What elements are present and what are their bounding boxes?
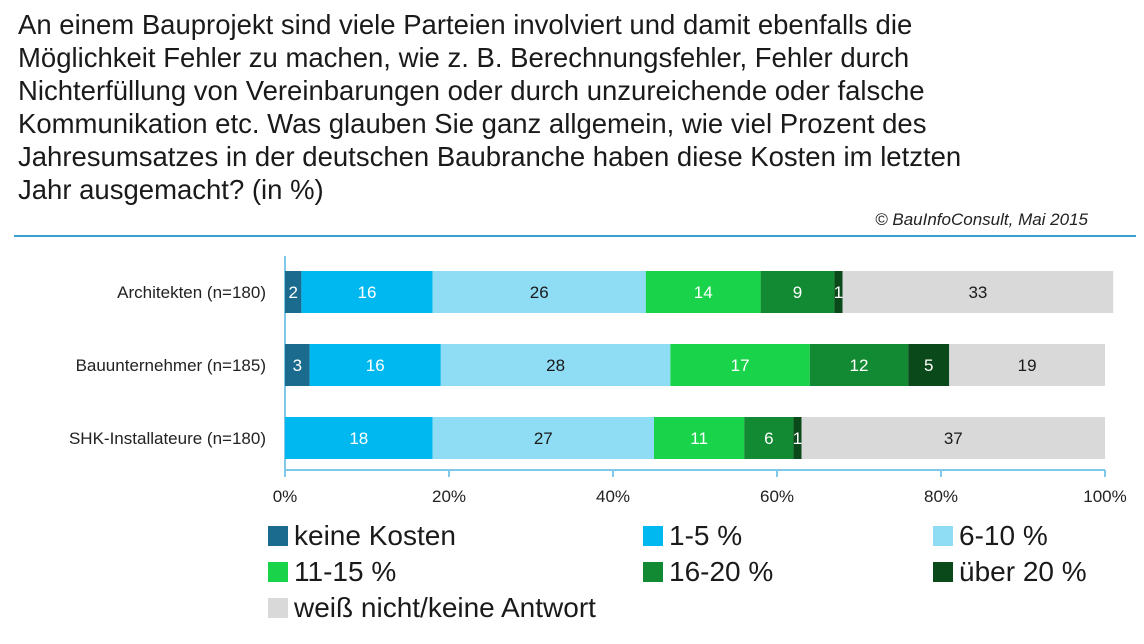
legend-swatch bbox=[643, 526, 663, 546]
x-tick-label: 80% bbox=[924, 487, 958, 506]
data-label: 9 bbox=[793, 283, 802, 302]
x-tick-label: 60% bbox=[760, 487, 794, 506]
x-tick-label: 0% bbox=[273, 487, 298, 506]
category-label: Architekten (n=180) bbox=[117, 283, 266, 302]
bar-segment bbox=[285, 271, 302, 313]
data-label: 6 bbox=[764, 429, 773, 448]
x-tick-label: 100% bbox=[1083, 487, 1126, 506]
copyright-note: © BauInfoConsult, Mai 2015 bbox=[875, 210, 1088, 229]
legend-swatch bbox=[268, 526, 288, 546]
bar-segment bbox=[432, 417, 654, 459]
data-label: 27 bbox=[534, 429, 553, 448]
bar-segment bbox=[301, 271, 433, 313]
data-label: 3 bbox=[293, 356, 302, 375]
legend-swatch bbox=[643, 562, 663, 582]
data-label: 12 bbox=[850, 356, 869, 375]
bar-segment bbox=[801, 417, 1105, 459]
data-label: 19 bbox=[1018, 356, 1037, 375]
data-label: 2 bbox=[288, 283, 297, 302]
legend-label: weiß nicht/keine Antwort bbox=[294, 592, 596, 623]
data-label: 37 bbox=[944, 429, 963, 448]
data-label: 1 bbox=[793, 429, 802, 448]
legend-item: 6-10 % bbox=[933, 520, 1048, 552]
legend-item: 11-15 % bbox=[268, 556, 396, 588]
data-label: 26 bbox=[530, 283, 549, 302]
bar-segment bbox=[793, 417, 802, 459]
bar-segment bbox=[908, 344, 950, 386]
legend-swatch bbox=[268, 598, 288, 618]
legend-swatch bbox=[933, 526, 953, 546]
x-tick-label: 40% bbox=[596, 487, 630, 506]
bar-segment bbox=[309, 344, 441, 386]
data-label: 14 bbox=[694, 283, 713, 302]
bar-segment bbox=[834, 271, 843, 313]
legend-swatch bbox=[268, 562, 288, 582]
bar-segment bbox=[670, 344, 810, 386]
bar-segment bbox=[432, 271, 646, 313]
category-label: Bauunternehmer (n=185) bbox=[76, 356, 266, 375]
data-label: 1 bbox=[834, 283, 843, 302]
legend-item: 16-20 % bbox=[643, 556, 773, 588]
x-tick-label: 20% bbox=[432, 487, 466, 506]
plot-area: 0% 20% 40% 60% 80% 100%Architekten (n=180) 2 16… bbox=[69, 256, 1127, 506]
bar-segment bbox=[760, 271, 835, 313]
category-label: SHK-Installateure (n=180) bbox=[69, 429, 266, 448]
bar-segment bbox=[949, 344, 1105, 386]
bar-segment bbox=[645, 271, 761, 313]
data-label: 11 bbox=[690, 429, 708, 448]
bar-segment bbox=[285, 344, 310, 386]
data-label: 16 bbox=[366, 356, 385, 375]
legend-label: keine Kosten bbox=[294, 520, 456, 551]
bar-segment bbox=[285, 417, 433, 459]
legend-label: über 20 % bbox=[959, 556, 1087, 587]
bar-segment bbox=[440, 344, 671, 386]
data-label: 33 bbox=[968, 283, 987, 302]
legend-item: keine Kosten bbox=[268, 520, 456, 552]
legend-label: 6-10 % bbox=[959, 520, 1048, 551]
data-label: 28 bbox=[546, 356, 565, 375]
data-label: 18 bbox=[349, 429, 368, 448]
legend-label: 1-5 % bbox=[669, 520, 743, 551]
legend-item: über 20 % bbox=[933, 556, 1087, 588]
legend-item: 1-5 % bbox=[643, 520, 742, 552]
bar-segment bbox=[744, 417, 794, 459]
bar-segment bbox=[842, 271, 1114, 313]
data-label: 5 bbox=[924, 356, 933, 375]
legend-label: 11-15 % bbox=[294, 556, 397, 587]
legend-item: weiß nicht/keine Antwort bbox=[268, 592, 596, 624]
question-text: An einem Bauprojekt sind viele Parteien … bbox=[18, 9, 962, 205]
data-label: 17 bbox=[731, 356, 750, 375]
bar-segment bbox=[654, 417, 745, 459]
legend-swatch bbox=[933, 562, 953, 582]
data-label: 16 bbox=[358, 283, 377, 302]
legend-label: 16-20 % bbox=[669, 556, 774, 587]
bar-segment bbox=[809, 344, 909, 386]
